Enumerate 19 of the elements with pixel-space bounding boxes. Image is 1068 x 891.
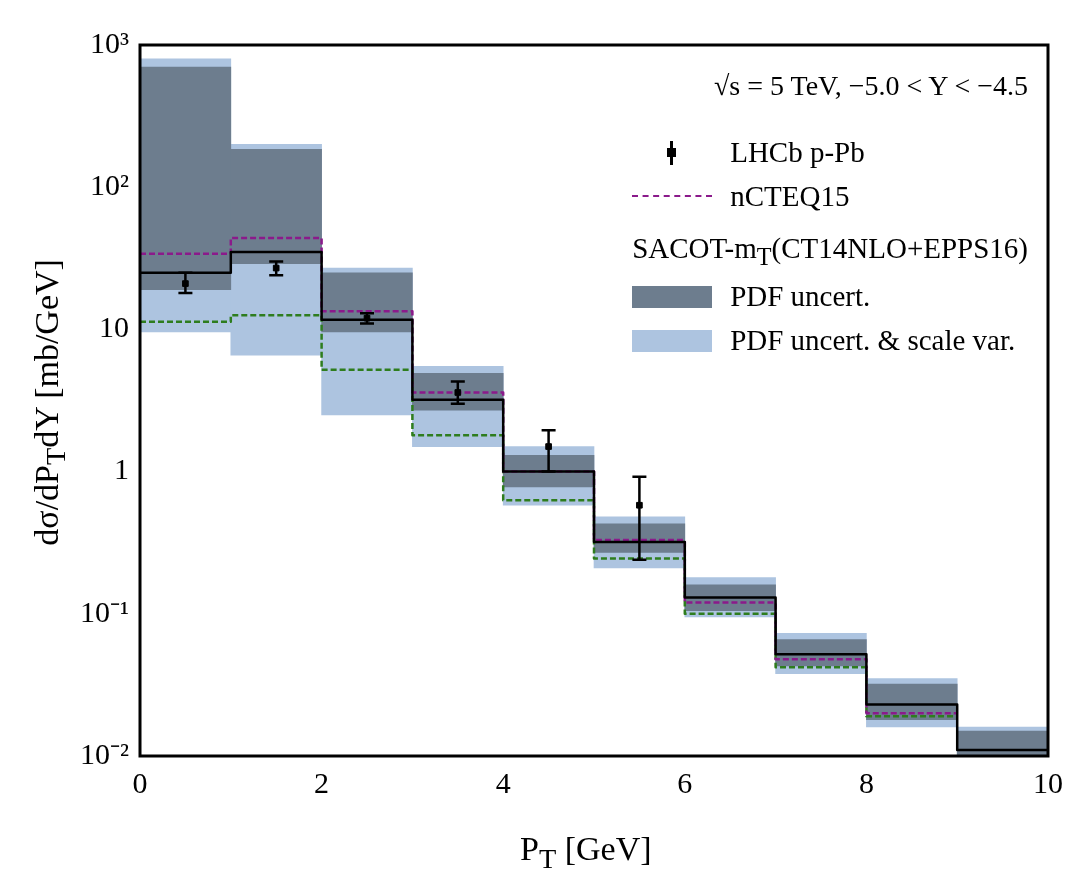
legend-label: PDF uncert. [730,280,871,314]
y-tick-label: 1 [114,452,129,486]
x-tick-label: 2 [314,765,330,799]
x-tick-label: 6 [677,765,693,799]
y-tick-label: 10⁻² [80,736,129,770]
legend-label: PDF uncert. & scale var. [730,324,1016,358]
y-tick-label: 10³ [90,25,129,59]
y-tick-label: 10² [90,168,129,202]
annotation: √s = 5 TeV, −5.0 < Y < −4.5 [713,70,1028,102]
x-tick-label: 0 [132,765,148,799]
legend-title: SACOT-m$_{T}$(CT14NLO+EPPS16) [632,232,1028,271]
legend-label: nCTEQ15 [730,179,850,213]
y-tick-label: 10⁻¹ [80,594,129,628]
y-tick-label: 10 [99,310,129,344]
x-tick-label: 10 [1033,765,1063,799]
x-tick-label: 8 [858,765,874,799]
x-tick-label: 4 [495,765,511,799]
legend-label: LHCb p-Pb [730,135,865,169]
x-axis-title: P$_{T}$ [GeV] [520,830,652,875]
